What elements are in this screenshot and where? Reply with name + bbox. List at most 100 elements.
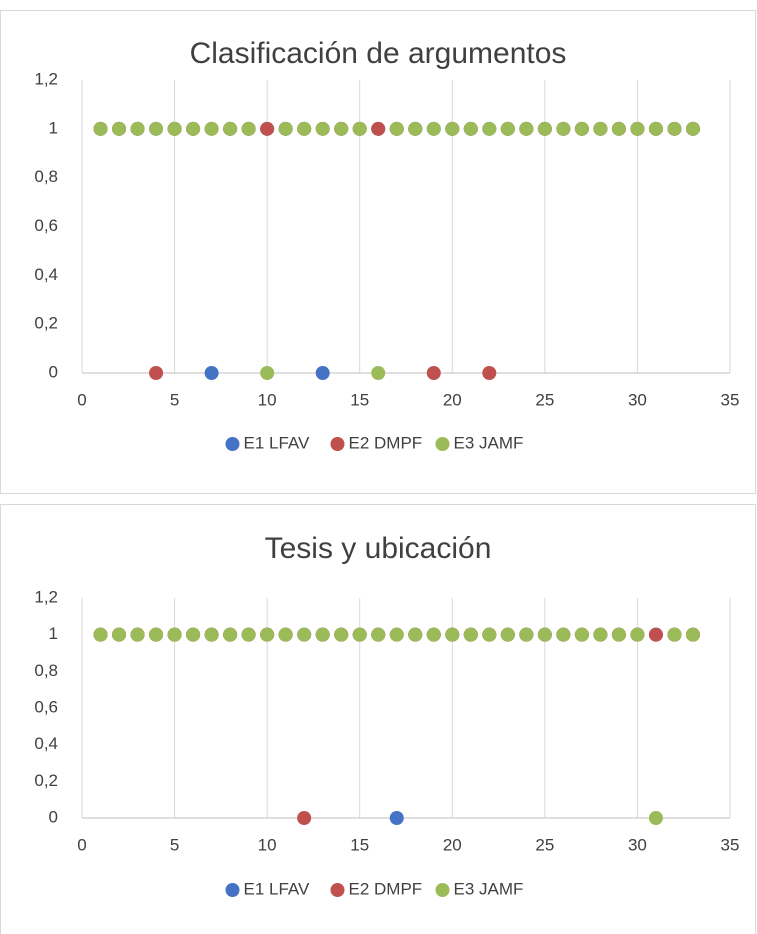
point: [556, 121, 571, 136]
y-tick-label: 0,8: [34, 167, 58, 186]
point: [130, 121, 145, 136]
point: [685, 627, 700, 642]
legend-marker: [225, 437, 240, 451]
point: [611, 627, 626, 642]
point: [574, 627, 589, 642]
point: [593, 121, 608, 136]
point: [630, 121, 645, 136]
x-tick-label: 10: [258, 835, 277, 854]
point: [371, 627, 386, 642]
point: [593, 627, 608, 642]
legend-marker: [435, 883, 450, 897]
point: [204, 627, 219, 642]
point: [389, 627, 404, 642]
chart-title: Clasificación de argumentos: [190, 37, 567, 70]
point: [223, 121, 238, 136]
point: [278, 627, 293, 642]
point: [611, 121, 626, 136]
point: [630, 627, 645, 642]
point: [204, 366, 219, 380]
point: [315, 121, 330, 136]
point: [519, 121, 534, 136]
point: [297, 121, 312, 136]
y-tick-label: 0,2: [34, 314, 58, 333]
point: [260, 366, 275, 380]
point: [278, 121, 293, 136]
y-tick-label: 1,2: [34, 587, 58, 606]
point: [556, 627, 571, 642]
point: [334, 121, 349, 136]
point: [667, 121, 682, 136]
point: [186, 627, 201, 642]
chart-border: [0, 10, 756, 494]
point: [482, 627, 497, 642]
point: [426, 627, 441, 642]
point: [315, 366, 330, 380]
chart: Tesis y ubicación 0 5 10 15 20 25 30 35 0 0,2 0,4 0,…: [0, 504, 756, 934]
point: [241, 627, 256, 642]
point: [186, 121, 201, 136]
point: [93, 627, 108, 642]
point: [112, 627, 127, 642]
chart-title: Tesis y ubicación: [265, 532, 492, 565]
point: [408, 627, 423, 642]
chart-border: [0, 504, 756, 934]
y-tick-label: 1,2: [34, 69, 58, 88]
legend-label: E1 LFAV: [244, 433, 310, 452]
x-tick-label: 25: [535, 390, 554, 409]
point: [260, 121, 275, 136]
y-tick-label: 0,6: [34, 697, 58, 716]
point: [408, 121, 423, 136]
point: [241, 121, 256, 136]
y-tick-label: 0,4: [34, 265, 58, 284]
x-tick-label: 20: [443, 390, 462, 409]
point: [167, 627, 182, 642]
point: [352, 627, 367, 642]
point: [667, 627, 682, 642]
x-tick-label: 0: [77, 390, 86, 409]
point: [223, 627, 238, 642]
point: [130, 627, 145, 642]
point: [149, 121, 164, 136]
point: [371, 121, 386, 136]
point: [149, 366, 164, 380]
y-tick-label: 0,2: [34, 771, 58, 790]
legend-marker: [330, 437, 345, 451]
y-tick-label: 0,6: [34, 216, 58, 235]
x-tick-label: 30: [628, 835, 647, 854]
legend-label: E2 DMPF: [349, 433, 423, 452]
x-tick-label: 5: [170, 390, 179, 409]
x-tick-label: 5: [170, 835, 179, 854]
x-tick-label: 25: [535, 835, 554, 854]
point: [482, 366, 497, 380]
point: [426, 121, 441, 136]
point: [482, 121, 497, 136]
y-tick-label: 0,8: [34, 661, 58, 680]
y-tick-label: 1: [49, 118, 58, 137]
point: [648, 121, 663, 136]
point: [426, 366, 441, 380]
y-tick-label: 0: [49, 807, 58, 826]
point: [389, 121, 404, 136]
point: [334, 627, 349, 642]
point: [371, 366, 386, 380]
point: [537, 121, 552, 136]
point: [93, 121, 108, 136]
y-tick-label: 0: [49, 362, 58, 381]
point: [685, 121, 700, 136]
point: [519, 627, 534, 642]
legend-marker: [435, 437, 450, 451]
point: [574, 121, 589, 136]
x-tick-label: 35: [721, 390, 740, 409]
point: [648, 627, 663, 642]
point: [537, 627, 552, 642]
point: [149, 627, 164, 642]
x-tick-label: 20: [443, 835, 462, 854]
legend-label: E2 DMPF: [349, 879, 423, 898]
x-tick-label: 15: [350, 835, 369, 854]
point: [315, 627, 330, 642]
point: [648, 811, 663, 825]
point: [260, 627, 275, 642]
point: [463, 121, 478, 136]
